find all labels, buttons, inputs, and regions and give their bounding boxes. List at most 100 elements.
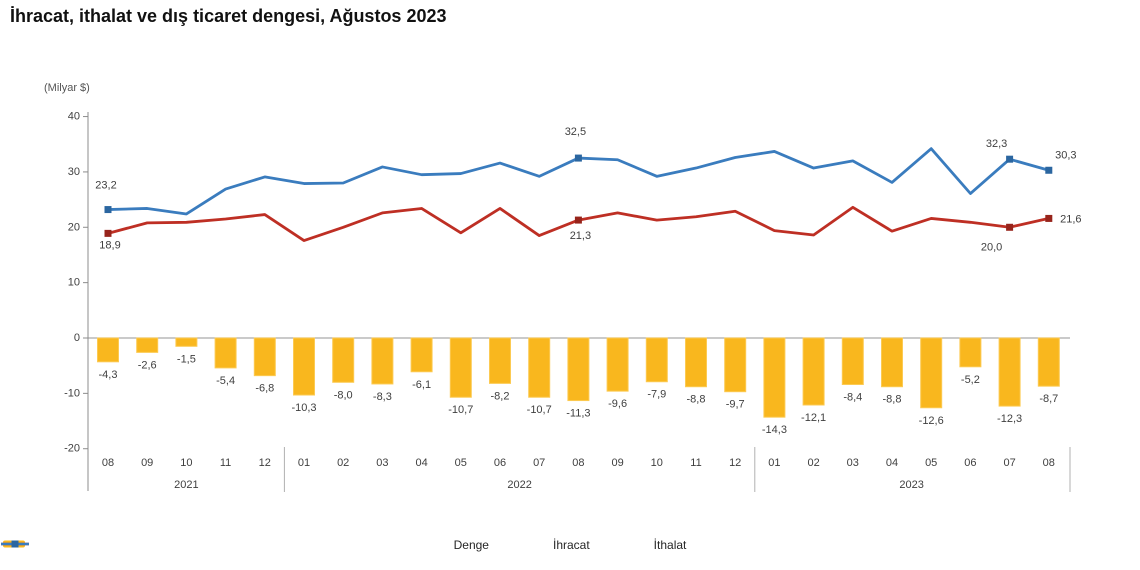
line-point-label: 32,3 <box>986 138 1007 150</box>
denge-bar <box>332 337 355 383</box>
denge-bar <box>371 337 394 385</box>
y-axis-unit-label: (Milyar $) <box>44 82 90 94</box>
legend-item-line-i̇hracat: İhracat <box>1 538 590 552</box>
line-marker <box>1045 166 1053 174</box>
year-label: 2021 <box>174 479 198 491</box>
denge-bar-label: -8,4 <box>843 392 862 404</box>
year-label: 2023 <box>899 479 923 491</box>
month-label: 01 <box>298 457 310 469</box>
month-label: 06 <box>494 457 506 469</box>
denge-bar-label: -8,0 <box>334 389 353 401</box>
line-point-label: 18,9 <box>99 239 120 251</box>
line-marker <box>1006 155 1014 163</box>
y-tick-label: -10 <box>64 387 80 399</box>
denge-bar-label: -12,6 <box>919 415 944 427</box>
denge-bar <box>175 337 198 347</box>
legend-line-swatch-icon <box>1 540 29 548</box>
line-marker <box>104 206 112 214</box>
denge-bar-label: -5,2 <box>961 374 980 386</box>
month-label: 05 <box>455 457 467 469</box>
line-point-label: 20,0 <box>981 241 1002 253</box>
line-point-label: 23,2 <box>95 180 116 192</box>
legend-label: İhracat <box>552 538 590 552</box>
month-label: 03 <box>847 457 859 469</box>
denge-bar-label: -2,6 <box>138 359 157 371</box>
denge-bar-label: -12,1 <box>801 412 826 424</box>
denge-bar-label: -5,4 <box>216 375 235 387</box>
month-label: 09 <box>611 457 623 469</box>
line-marker <box>574 154 582 162</box>
denge-bar <box>528 337 551 398</box>
denge-bar-label: -6,8 <box>255 383 274 395</box>
month-label: 04 <box>886 457 898 469</box>
legend-label: İthalat <box>653 538 687 552</box>
denge-bar-label: -1,5 <box>177 353 196 365</box>
month-label: 03 <box>376 457 388 469</box>
y-tick-label: 40 <box>68 111 80 123</box>
denge-bar <box>645 337 668 383</box>
denge-bar <box>136 337 159 353</box>
month-label: 02 <box>807 457 819 469</box>
month-label: 05 <box>925 457 937 469</box>
page-title: İhracat, ithalat ve dış ticaret dengesi,… <box>10 6 447 26</box>
line-marker <box>104 229 112 237</box>
denge-bar <box>410 337 433 373</box>
denge-bar-label: -12,3 <box>997 413 1022 425</box>
line-marker <box>1045 214 1053 222</box>
month-label: 07 <box>1003 457 1015 469</box>
line-point-label: 30,3 <box>1055 149 1076 161</box>
line-point-label: 21,6 <box>1060 213 1081 225</box>
month-label: 01 <box>768 457 780 469</box>
denge-bar-label: -8,7 <box>1039 393 1058 405</box>
denge-bar-label: -8,8 <box>687 394 706 406</box>
denge-bar <box>606 337 629 392</box>
denge-bar-label: -10,3 <box>291 402 316 414</box>
month-label: 08 <box>1043 457 1055 469</box>
month-label: 04 <box>415 457 427 469</box>
denge-bar <box>724 337 747 393</box>
year-label: 2022 <box>507 479 531 491</box>
month-label: 08 <box>572 457 584 469</box>
denge-bar-label: -7,9 <box>647 389 666 401</box>
denge-bar <box>920 337 943 409</box>
legend-item-bar-denge: Denge <box>3 538 489 552</box>
month-label: 02 <box>337 457 349 469</box>
denge-bar-label: -10,7 <box>448 404 473 416</box>
denge-bar-label: -6,1 <box>412 379 431 391</box>
y-tick-label: 30 <box>68 166 80 178</box>
denge-bar <box>841 337 864 386</box>
denge-bar <box>998 337 1021 407</box>
denge-bar <box>449 337 472 398</box>
month-label: 08 <box>102 457 114 469</box>
denge-bar <box>881 337 903 388</box>
month-label: 06 <box>964 457 976 469</box>
month-label: 12 <box>729 457 741 469</box>
legend-label: Denge <box>453 538 489 552</box>
denge-bar <box>253 337 276 377</box>
legend-item-line-i̇thalat: İthalat <box>1 538 687 552</box>
denge-bar-label: -8,8 <box>883 394 902 406</box>
denge-bar-label: -8,3 <box>373 391 392 403</box>
denge-bar-label: -10,7 <box>527 404 552 416</box>
line-point-label: 21,3 <box>570 230 591 242</box>
month-label: 11 <box>220 457 231 469</box>
denge-bar <box>489 337 511 384</box>
denge-bar-label: -8,2 <box>491 390 510 402</box>
y-tick-label: -20 <box>64 443 80 455</box>
line-marker <box>574 216 582 224</box>
denge-bar <box>567 337 590 402</box>
month-label: 10 <box>180 457 192 469</box>
denge-bar-label: -14,3 <box>762 424 787 436</box>
denge-bar <box>97 337 119 363</box>
denge-bar <box>214 337 237 369</box>
chart-legend: Denge İhracat İthalat <box>0 538 1140 552</box>
denge-bar <box>802 337 825 406</box>
line-point-label: 32,5 <box>565 126 586 138</box>
denge-bar-label: -9,6 <box>608 398 627 410</box>
month-label: 09 <box>141 457 153 469</box>
denge-bar-label: -4,3 <box>99 369 118 381</box>
denge-bar-label: -11,3 <box>566 408 590 420</box>
month-label: 12 <box>259 457 271 469</box>
y-tick-label: 20 <box>68 221 80 233</box>
month-label: 07 <box>533 457 545 469</box>
